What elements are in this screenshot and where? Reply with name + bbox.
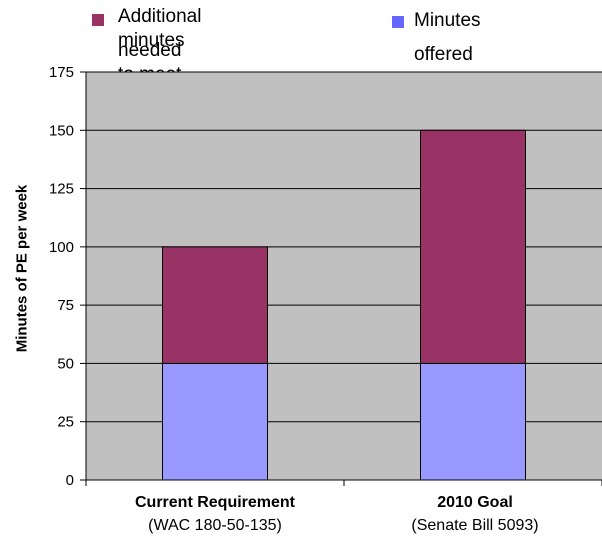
y-tick-label: 125 (49, 181, 74, 198)
y-tick-label: 150 (49, 122, 74, 139)
legend-label-offered-line2: offered (414, 44, 473, 65)
legend-swatch-offered (392, 16, 404, 28)
legend-label-additional-line1: Additional minutes (118, 6, 202, 51)
y-tick-label: 0 (66, 472, 74, 489)
y-tick-label: 50 (57, 355, 74, 372)
category-label-current: Current Requirement (134, 494, 296, 511)
bar-additional-minutes-1 (420, 129, 526, 364)
y-tick-label: 100 (49, 239, 74, 256)
y-tick-label: 175 (49, 64, 74, 81)
y-tick-label: 25 (57, 414, 74, 431)
legend-label-offered-line1: Minutes (414, 10, 481, 31)
y-tick-label: 75 (57, 297, 74, 314)
bar-minutes-offered-0 (162, 362, 268, 481)
bar-additional-minutes-0 (162, 246, 268, 364)
legend-swatch-additional (92, 14, 104, 26)
category-sublabel-goal: (Senate Bill 5093) (411, 517, 539, 534)
category-sublabel-current: (WAC 180-50-135) (148, 517, 282, 534)
bar-minutes-offered-1 (420, 362, 526, 481)
plot-area: 0 25 50 75 100 125 150 175 (49, 64, 602, 489)
category-label-goal: 2010 Goal (437, 494, 513, 511)
